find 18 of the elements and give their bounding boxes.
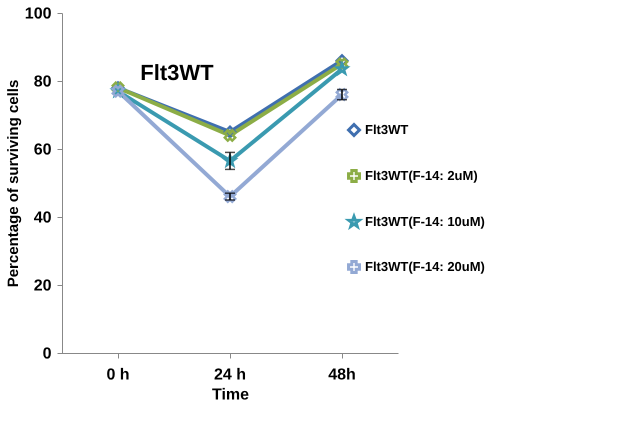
legend-label: Flt3WT(F-14: 20uM) (365, 259, 485, 274)
point (224, 190, 236, 204)
x-tick-label: 48h (328, 366, 356, 384)
y-axis-title: Percentage of surviving cells (4, 80, 22, 288)
y-tick-label: 40 (34, 210, 52, 226)
legend-label: Flt3WT (365, 122, 408, 137)
y-tick-label: 0 (42, 346, 52, 362)
y-tick-label: 60 (34, 142, 52, 158)
legend-label: Flt3WT(F-14: 2uM) (365, 168, 478, 183)
legend-label: Flt3WT(F-14: 10uM) (365, 214, 485, 229)
y-tick-label: 80 (34, 74, 52, 90)
x-tick-label: 24 h (214, 366, 246, 384)
x-axis-title: Time (212, 386, 250, 404)
point (224, 128, 236, 142)
x-tick-label: 0 h (106, 366, 130, 384)
text: Flt3WT (140, 60, 214, 85)
y-tick-label: 20 (34, 278, 52, 294)
y-tick-label: 100 (24, 6, 52, 22)
